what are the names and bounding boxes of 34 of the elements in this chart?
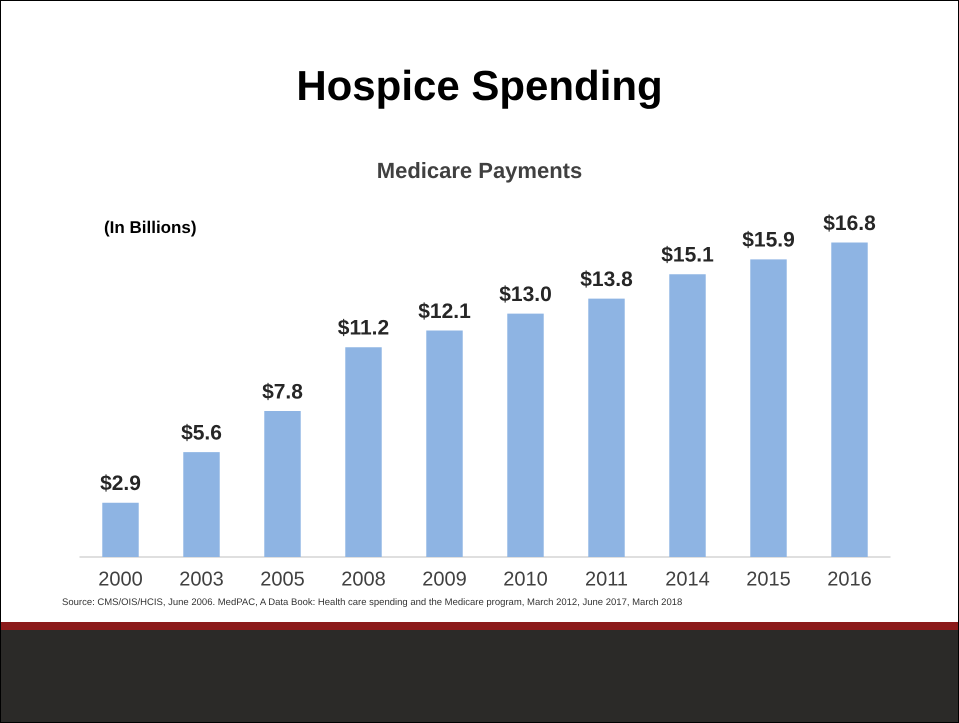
x-tick-label: 2008 [341,568,386,591]
data-label: $16.8 [823,212,876,235]
data-label: $13.8 [580,268,634,291]
x-tick-label: 2009 [422,568,467,591]
chart-title: Hospice Spending [295,62,664,110]
source-note: Source: CMS/OIS/HCIS, June 2006. MedPAC, A Data Book: Health care spending and the Medicare program, March 2012, June 2017, March 2018 [62,597,682,608]
data-label: $15.1 [661,244,714,267]
bar [345,347,382,557]
x-tick-label: 2005 [260,568,305,591]
x-tick-label: 2011 [584,568,628,591]
bar [507,314,544,557]
bar [426,330,463,557]
x-tick-label: 2015 [746,568,791,591]
data-label: $11.2 [338,316,390,340]
x-tick-label: 2014 [665,568,710,591]
x-tick-label: 2000 [98,568,143,591]
x-tick-label: 2003 [179,568,224,591]
bar [669,274,706,557]
chart-subtitle: Medicare Payments [376,158,584,184]
x-tick-label: 2016 [827,568,872,591]
data-label: $5.6 [181,421,222,444]
y-axis-title: (In Billions) [104,218,197,238]
bar [102,502,139,557]
bar [750,259,787,557]
data-label: $15.9 [742,228,795,252]
x-tick-label: 2010 [503,568,548,591]
bar [183,452,220,557]
data-label: $12.1 [418,300,472,323]
bar [831,242,868,557]
bar [264,410,301,557]
data-label: $2.9 [100,472,141,495]
data-label: $13.0 [499,282,552,306]
data-label: $7.8 [262,380,304,404]
bar [588,298,625,557]
